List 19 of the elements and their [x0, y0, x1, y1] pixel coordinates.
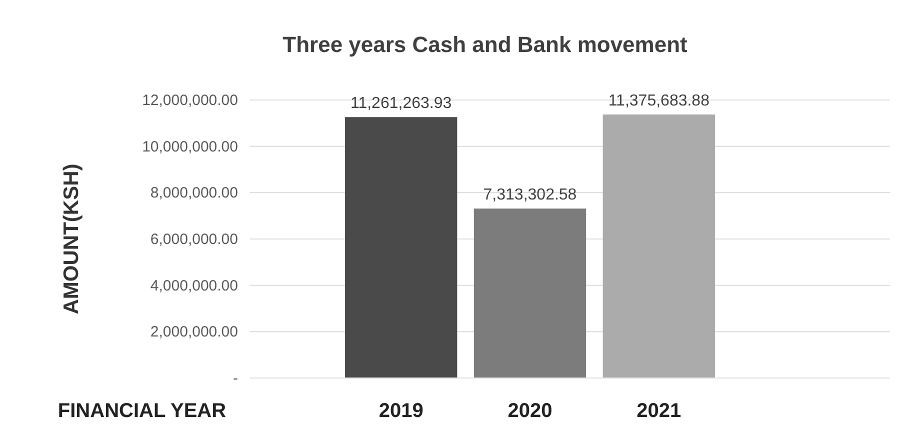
bar — [345, 117, 458, 378]
x-tick-label: 2021 — [636, 400, 682, 422]
y-axis-title: AMOUNT(KSH) — [60, 164, 83, 314]
data-label: 11,375,683.88 — [608, 92, 710, 110]
y-tick-label: 2,000,000.00 — [150, 324, 238, 341]
bar — [474, 208, 586, 378]
x-tick-label: 2020 — [508, 400, 552, 422]
y-tick-label: 8,000,000.00 — [150, 184, 238, 202]
data-label: 7,313,302.58 — [483, 186, 577, 204]
data-label: 11,261,263.93 — [350, 95, 452, 112]
bar — [602, 114, 715, 378]
y-tick-label: 12,000,000.00 — [142, 92, 238, 109]
y-tick-label: 6,000,000.00 — [150, 231, 238, 248]
y-tick-label: - — [233, 370, 238, 387]
chart-title: Three years Cash and Bank movement — [282, 32, 688, 57]
x-tick-label: 2019 — [378, 400, 424, 422]
y-tick-label: 4,000,000.00 — [150, 277, 238, 294]
x-axis-title: FINANCIAL YEAR — [58, 400, 227, 422]
y-tick-label: 10,000,000.00 — [142, 138, 238, 156]
